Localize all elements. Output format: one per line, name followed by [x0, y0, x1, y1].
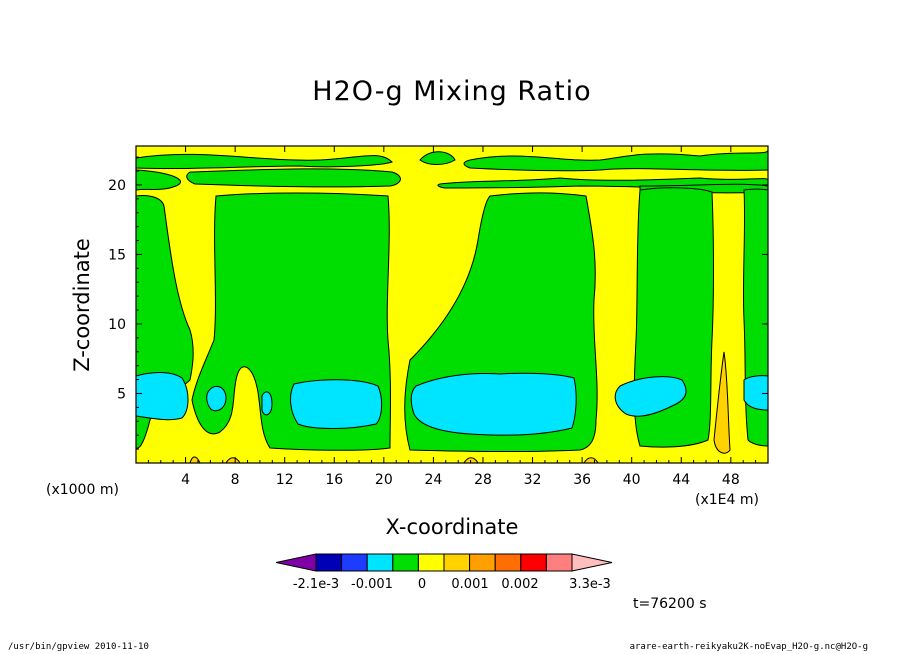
- core-5: [743, 375, 768, 411]
- colorbar-swatch: [494, 553, 522, 572]
- colorbar-swatch: [417, 553, 445, 572]
- chart-title: H2O-g Mixing Ratio: [312, 76, 592, 107]
- core-2: [290, 379, 383, 429]
- core-6: [206, 385, 227, 412]
- x-tick-label: 4: [181, 472, 190, 488]
- x-tick-label: 36: [573, 472, 591, 488]
- contour-field: [136, 146, 768, 463]
- x-tick-label: 44: [672, 472, 690, 488]
- colorbar-label: 0.001: [451, 577, 489, 592]
- y-tick-label: 20: [108, 178, 126, 194]
- x-tick-label: 48: [722, 472, 740, 488]
- x-tick-label: 12: [276, 472, 294, 488]
- upper-band-5: [463, 149, 768, 172]
- colorbar-label: -2.1e-3: [292, 577, 340, 592]
- y-tick-label: 5: [117, 386, 126, 402]
- upper-band-2: [136, 169, 182, 191]
- colorbar-swatch: [366, 553, 394, 572]
- colorbar-high-arrow: [571, 553, 613, 572]
- x-tick-label: 16: [325, 472, 343, 488]
- y-axis-label: Z-coordinate: [70, 238, 94, 372]
- core-3: [410, 372, 577, 436]
- core-1: [136, 372, 189, 421]
- x-scale-note: (x1E4 m): [695, 492, 759, 508]
- x-unit-note: (x1000 m): [46, 482, 119, 498]
- upper-band-4: [419, 151, 456, 165]
- colorbar-label: 0: [417, 577, 427, 592]
- colorbar-swatch: [469, 553, 496, 572]
- colorbar-swatch: [545, 553, 573, 572]
- colorbar-swatch: [520, 553, 547, 572]
- upper-band-3: [186, 168, 401, 188]
- colorbar-swatch: [392, 553, 419, 572]
- surface-spot-1: [713, 351, 731, 454]
- colorbar-swatch: [341, 553, 368, 572]
- colorbar-swatch: [443, 553, 471, 572]
- x-tick-label: 40: [623, 472, 641, 488]
- core-4: [614, 376, 687, 417]
- upper-band-1: [136, 153, 393, 170]
- colorbar-low-arrow: [275, 553, 317, 572]
- core-7: [261, 391, 273, 416]
- x-tick-label: 32: [524, 472, 542, 488]
- plot-frame: [135, 145, 769, 464]
- colorbar-label: 0.002: [501, 577, 539, 592]
- time-label: t=76200 s: [633, 596, 707, 612]
- y-tick-label: 10: [108, 317, 126, 333]
- footer-left: /usr/bin/gpview 2010-11-10: [8, 642, 149, 652]
- x-tick-label: 24: [424, 472, 442, 488]
- x-tick-label: 20: [375, 472, 393, 488]
- x-axis-label: X-coordinate: [385, 515, 519, 539]
- colorbar-label: -0.001: [351, 577, 393, 592]
- x-tick-label: 28: [474, 472, 492, 488]
- colorbar-label: 3.3e-3: [569, 577, 611, 592]
- colorbar-swatch: [315, 553, 343, 572]
- x-tick-label: 8: [231, 472, 240, 488]
- y-tick-label: 15: [108, 247, 126, 263]
- footer-right: arare-earth-reikyaku2K-noEvap_H2O-g.nc@H…: [629, 642, 868, 652]
